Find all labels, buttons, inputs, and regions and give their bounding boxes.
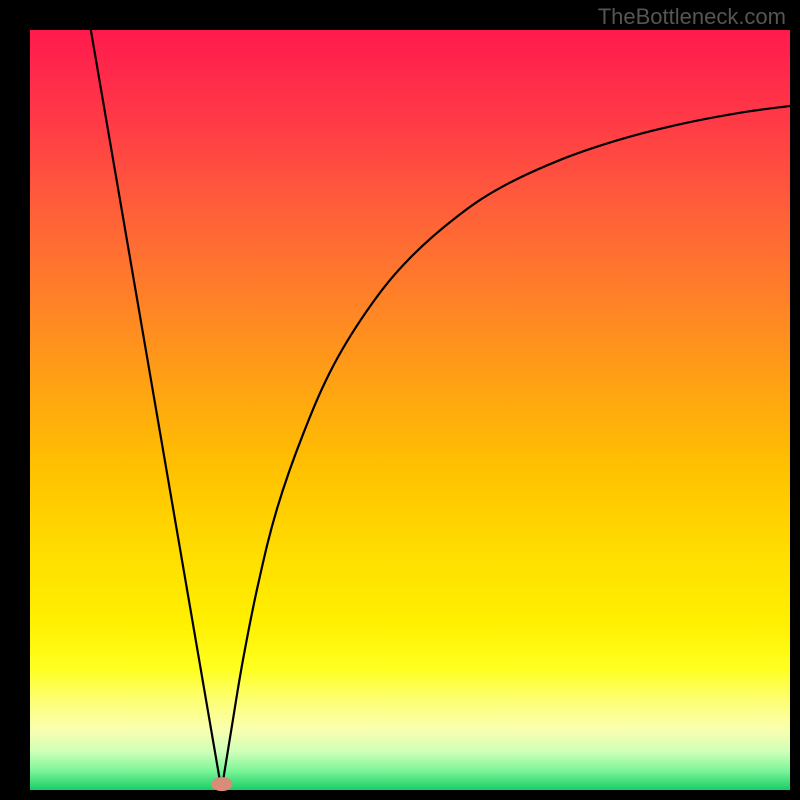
watermark-label: TheBottleneck.com xyxy=(598,4,786,30)
chart-minimum-marker xyxy=(211,777,232,791)
chart-plot-area xyxy=(30,30,790,790)
chart-curve xyxy=(30,30,790,790)
